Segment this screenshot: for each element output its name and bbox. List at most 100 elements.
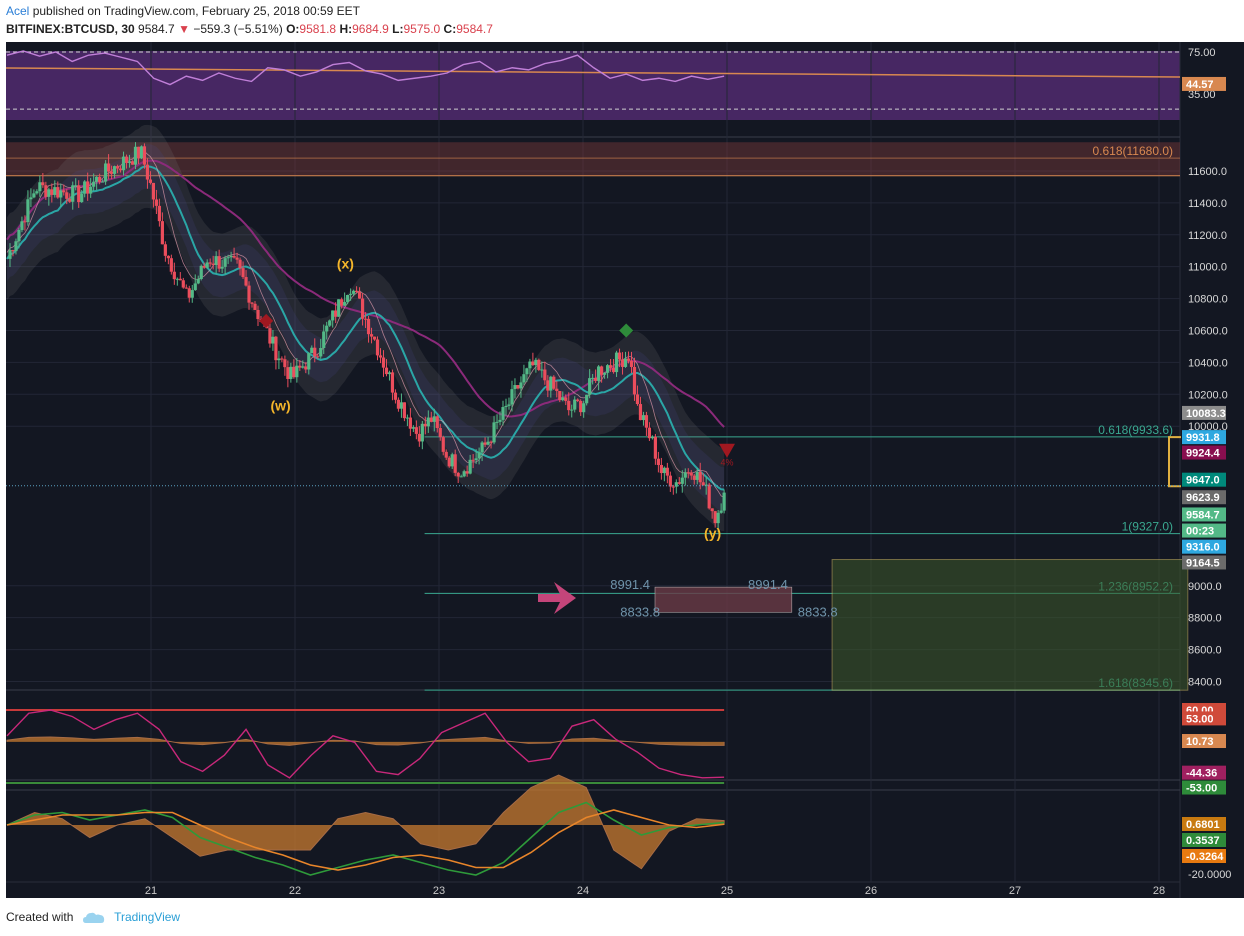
candle-body — [692, 475, 696, 480]
price-badge — [1182, 472, 1226, 487]
y-tick-label: 10800.0 — [1188, 294, 1228, 306]
wave-label: (w) — [270, 397, 290, 413]
x-tick-label: 27 — [1009, 885, 1021, 897]
candle-body — [178, 278, 182, 281]
price-badge — [1182, 490, 1226, 505]
x-tick-label: 26 — [865, 885, 877, 897]
macd-badge — [1182, 817, 1226, 831]
candle-body — [23, 221, 27, 223]
candle-body — [214, 256, 218, 266]
candle-body — [573, 399, 577, 410]
price-badge-label: 9164.5 — [1186, 557, 1220, 569]
candle-body — [292, 366, 296, 378]
candle-body — [241, 268, 245, 278]
candle-body — [104, 163, 108, 182]
last-price: 9584.7 — [138, 22, 175, 36]
candle-body — [462, 471, 466, 477]
rsi-panel-fill — [6, 51, 1180, 120]
candle-body — [381, 357, 386, 368]
candle-body — [286, 367, 290, 379]
fib-top-zone — [6, 142, 1180, 176]
candle-body — [310, 347, 314, 354]
candle-body — [316, 356, 320, 358]
candle-body — [160, 221, 164, 245]
candle-body — [701, 482, 705, 486]
candle-body — [498, 419, 502, 422]
candle-body — [722, 492, 726, 511]
candle-body — [307, 353, 311, 370]
osc-badge-label: -44.36 — [1186, 768, 1217, 780]
y-tick-label: 8600.0 — [1188, 645, 1222, 657]
candle-body — [372, 336, 377, 340]
candle-body — [558, 390, 562, 401]
fib-label: 0.618(9933.6) — [1098, 423, 1173, 437]
candle-body — [136, 146, 141, 159]
candle-body — [232, 255, 236, 258]
candle-body — [665, 467, 669, 476]
candle-body — [603, 372, 607, 375]
candle-body — [623, 358, 628, 367]
candle-body — [525, 368, 529, 375]
candle-body — [399, 402, 404, 409]
macd-badge-label: 0.6801 — [1186, 819, 1220, 831]
author-name[interactable]: Acel — [6, 4, 30, 18]
candle-body — [429, 417, 433, 422]
candle-body — [459, 476, 463, 478]
candle-body — [50, 189, 54, 195]
candle-body — [588, 378, 592, 395]
x-tick-label: 21 — [145, 885, 157, 897]
candle-body — [632, 366, 637, 395]
rsi-value-label: 44.57 — [1186, 79, 1214, 91]
candle-body — [453, 454, 457, 473]
price-change: −559.3 (−5.51%) — [193, 22, 283, 36]
candle-body — [124, 156, 129, 163]
candle-body — [549, 376, 553, 391]
macd-badge — [1182, 849, 1226, 863]
candle-body — [504, 405, 508, 408]
tradingview-link[interactable]: TradingView — [114, 910, 181, 924]
wave-label: (y) — [704, 525, 721, 541]
candle-body — [8, 250, 12, 259]
candle-body — [468, 459, 472, 474]
candle-body — [507, 404, 511, 406]
price-badge-label: 10083.3 — [1186, 408, 1226, 420]
candle-body — [56, 187, 60, 198]
candle-body — [184, 287, 188, 289]
candle-body — [354, 290, 359, 292]
candle-body — [80, 193, 84, 203]
candle-body — [641, 415, 646, 421]
price-badge — [1182, 523, 1226, 538]
sell-triangle-icon — [719, 443, 735, 458]
candle-body — [540, 369, 544, 371]
candle-body — [211, 263, 215, 266]
candle-body — [552, 376, 556, 389]
candle-body — [253, 303, 257, 310]
candle-body — [414, 427, 418, 434]
candle-body — [647, 427, 652, 439]
candle-body — [121, 156, 126, 171]
candle-body — [698, 471, 702, 483]
open-label: O: — [286, 22, 300, 36]
target-bottom-label-left: 8833.8 — [620, 604, 660, 619]
candle-body — [59, 190, 63, 198]
candle-body — [441, 437, 445, 452]
candle-body — [83, 181, 87, 194]
y-tick-label: 10600.0 — [1188, 325, 1228, 337]
candle-body — [29, 197, 33, 200]
candle-body — [393, 392, 398, 400]
price-badge-label: 9584.7 — [1186, 509, 1220, 521]
candle-body — [656, 458, 660, 465]
candle-body — [44, 185, 48, 197]
candle-body — [196, 279, 200, 284]
close-value: 9584.7 — [456, 22, 493, 36]
candle-body — [617, 352, 622, 360]
candle-body — [489, 441, 493, 443]
price-badge-label: 9931.8 — [1186, 432, 1220, 444]
candle-body — [597, 366, 601, 381]
candle-body — [644, 415, 649, 428]
candle-body — [683, 472, 687, 478]
candle-body — [343, 302, 347, 306]
candle-body — [411, 427, 415, 429]
candle-body — [486, 441, 490, 445]
